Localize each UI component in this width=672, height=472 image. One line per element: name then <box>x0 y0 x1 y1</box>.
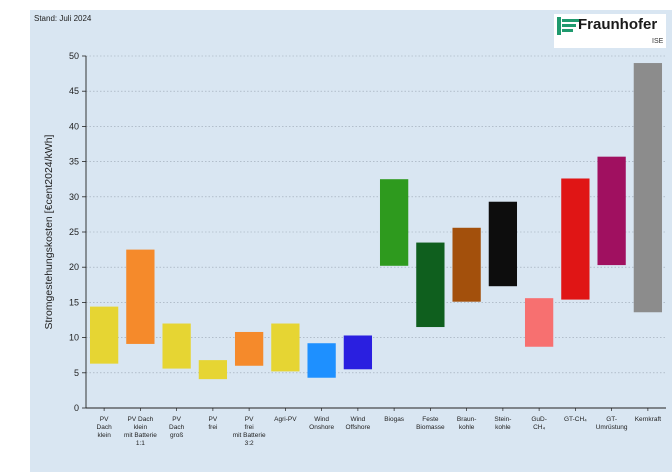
category-label: PV <box>209 416 218 423</box>
bar <box>307 343 336 378</box>
category-label: Dach <box>169 424 185 431</box>
category-label: klein <box>97 432 111 439</box>
bar <box>234 331 264 366</box>
category-label: Wind <box>350 416 365 423</box>
category-label: Stein- <box>494 416 511 423</box>
y-tick-label: 25 <box>69 227 79 237</box>
category-label: Wind <box>314 416 329 423</box>
fraunhofer-logo-icon <box>557 17 579 35</box>
category-label: GT- <box>606 416 617 423</box>
logo-sub: ISE <box>652 38 664 45</box>
category-label: 3:2 <box>245 440 254 447</box>
y-tick-label: 40 <box>69 121 79 131</box>
category-label: PV <box>245 416 254 423</box>
category-label: PV <box>172 416 181 423</box>
bar <box>271 323 300 372</box>
category-label: Biomasse <box>416 424 445 431</box>
bar <box>416 242 445 328</box>
category-label: 1:1 <box>136 440 145 447</box>
y-tick-label: 10 <box>69 333 79 343</box>
bar <box>126 249 155 344</box>
bar <box>89 306 119 364</box>
category-label: Kernkraft <box>635 416 662 423</box>
category-label: CH₄ <box>533 424 545 431</box>
stand-date: Stand: Juli 2024 <box>34 14 92 23</box>
category-label: Agri-PV <box>274 416 297 423</box>
y-tick-label: 15 <box>69 297 79 307</box>
category-label: klein <box>134 424 148 431</box>
category-label: kohle <box>495 424 511 431</box>
axes <box>82 55 666 411</box>
category-label: mit Batterie <box>124 432 157 439</box>
category-label: Feste <box>422 416 439 423</box>
category-label: PV Dach <box>128 416 154 423</box>
y-tick-label: 5 <box>74 368 79 378</box>
y-tick-label: 30 <box>69 192 79 202</box>
y-tick-label: 50 <box>69 51 79 61</box>
bars <box>89 63 663 380</box>
category-label: Offshore <box>345 424 370 431</box>
category-label: GuD- <box>531 416 547 423</box>
y-tick-label: 20 <box>69 262 79 272</box>
bar <box>488 201 518 287</box>
bar <box>452 227 481 302</box>
category-label: Biogas <box>384 416 405 423</box>
bar <box>198 360 228 380</box>
bar <box>379 179 409 266</box>
bar <box>633 63 663 313</box>
bar <box>597 156 626 266</box>
category-label: frei <box>245 424 254 431</box>
bar <box>524 298 554 347</box>
bar <box>162 323 191 369</box>
logo-name: Fraunhofer <box>578 16 658 33</box>
category-label: groß <box>170 432 183 439</box>
category-label: Onshore <box>309 424 334 431</box>
category-label: frei <box>208 424 217 431</box>
category-label: mit Batterie <box>233 432 266 439</box>
category-label: kohle <box>459 424 475 431</box>
y-tick-label: 45 <box>69 86 79 96</box>
category-label: Braun- <box>457 416 477 423</box>
fraunhofer-logo <box>554 14 666 48</box>
category-label: Dach <box>97 424 113 431</box>
category-label: PV <box>100 416 109 423</box>
category-label: GT-CH₄ <box>564 416 587 423</box>
y-axis-title: Stromgestehungskosten [€cent2024/kWh] <box>43 134 55 329</box>
y-tick-label: 0 <box>74 403 79 413</box>
bar <box>561 178 590 300</box>
category-label: Umrüstung <box>596 424 628 431</box>
y-tick-labels: 0 5 10 15 20 25 30 35 40 45 50 <box>69 51 79 413</box>
bar <box>343 335 373 370</box>
y-tick-label: 35 <box>69 157 79 167</box>
